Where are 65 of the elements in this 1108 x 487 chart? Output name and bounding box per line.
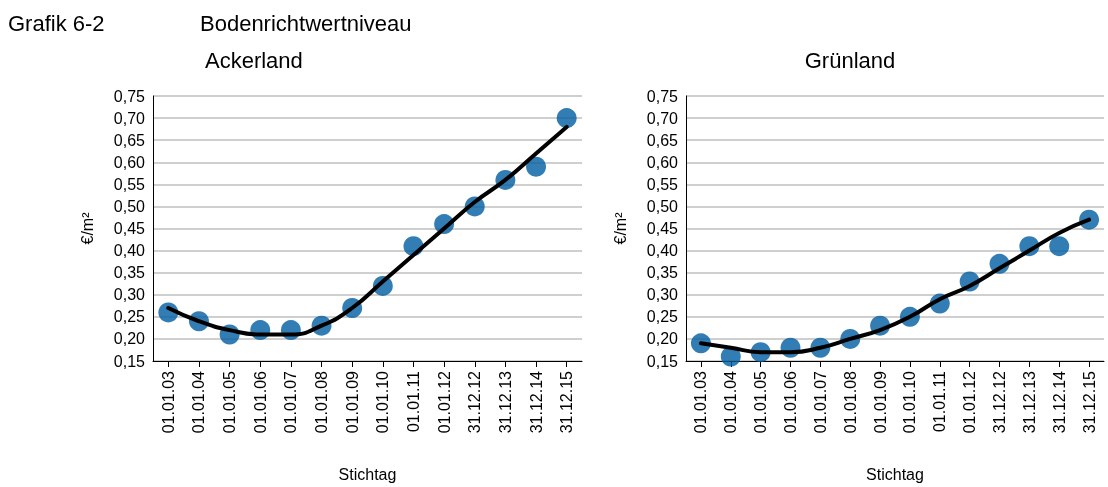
y-tick-label: 0,40 [113, 242, 146, 260]
y-tick-label: 0,70 [646, 109, 679, 127]
x-tick-label: 31.12.14 [527, 370, 545, 434]
x-tick-label: 01.01.08 [313, 370, 331, 434]
x-tick-label: 01.01.12 [435, 370, 453, 434]
text: Bodenrichtwertniveau [200, 10, 412, 36]
y-tick-label: 0,20 [113, 330, 146, 348]
y-tick-label: 0,50 [646, 197, 679, 215]
y-tick-label: 0,20 [646, 330, 679, 348]
y-tick-label: 0,25 [646, 308, 679, 326]
x-tick-label: 01.01.03 [692, 370, 710, 434]
y-tick-label: 0,15 [646, 352, 679, 370]
x-tick-label: 01.01.10 [901, 370, 919, 434]
y-axis-title: €/m² [78, 211, 96, 245]
x-tick-label: 01.01.06 [251, 370, 269, 434]
y-tick-label: 0,30 [113, 286, 146, 304]
point [526, 156, 547, 177]
x-tick-label: 01.01.09 [343, 370, 361, 434]
x-tick-label: 31.12.12 [466, 370, 484, 434]
x-axis-title: Stichtag [866, 465, 924, 483]
chart-title: Grünland [804, 47, 896, 73]
y-tick-label: 0,45 [113, 220, 146, 237]
x-tick-label: 31.12.14 [1050, 370, 1068, 434]
y-tick-label: 0,65 [113, 131, 146, 149]
x-tick-label: 01.01.09 [871, 370, 889, 434]
x-tick-label: 31.12.15 [1080, 370, 1098, 434]
y-tick-label: 0,35 [113, 264, 146, 282]
x-tick-label: 01.01.11 [404, 370, 422, 433]
y-tick-label: 0,70 [113, 109, 146, 127]
y-tick-label: 0,60 [646, 153, 679, 171]
x-axis-title: Stichtag [338, 465, 397, 483]
x-tick-label: 31.12.13 [1020, 370, 1038, 434]
x-tick-label: 01.01.04 [190, 370, 208, 434]
y-tick-label: 0,35 [646, 264, 679, 282]
y-tick-label: 0,40 [646, 242, 679, 260]
y-tick-label: 0,55 [113, 175, 146, 193]
text: Grafik 6-2 [8, 10, 105, 36]
y-tick-label: 0,15 [113, 352, 146, 370]
x-tick-label: 01.01.08 [841, 370, 859, 434]
x-tick-label: 01.01.05 [752, 370, 770, 434]
x-tick-label: 01.01.11 [931, 370, 949, 433]
y-tick-label: 0,75 [646, 87, 679, 105]
y-tick-label: 0,75 [113, 87, 146, 105]
y-tick-label: 0,45 [646, 220, 679, 237]
point [1049, 236, 1070, 257]
y-axis-title: €/m² [611, 211, 629, 245]
x-tick-label: 01.01.10 [374, 370, 392, 434]
y-tick-label: 0,65 [646, 131, 679, 149]
x-tick-label: 31.12.15 [558, 370, 576, 434]
x-tick-label: 01.01.06 [782, 370, 799, 434]
x-tick-label: 31.12.12 [991, 370, 1008, 434]
y-tick-label: 0,25 [113, 308, 146, 326]
x-tick-label: 01.01.12 [961, 370, 979, 434]
x-tick-label: 31.12.13 [496, 370, 514, 434]
chart-title: Ackerland [205, 47, 303, 73]
x-tick-label: 01.01.03 [159, 370, 177, 434]
y-tick-label: 0,50 [113, 197, 146, 215]
x-tick-label: 01.01.07 [282, 370, 300, 434]
y-tick-label: 0,30 [646, 286, 679, 304]
y-tick-label: 0,60 [113, 153, 146, 171]
x-tick-label: 01.01.07 [811, 370, 829, 434]
point [556, 108, 577, 129]
x-tick-label: 01.01.04 [722, 370, 740, 434]
y-tick-label: 0,55 [646, 175, 679, 193]
x-tick-label: 01.01.05 [221, 370, 239, 434]
